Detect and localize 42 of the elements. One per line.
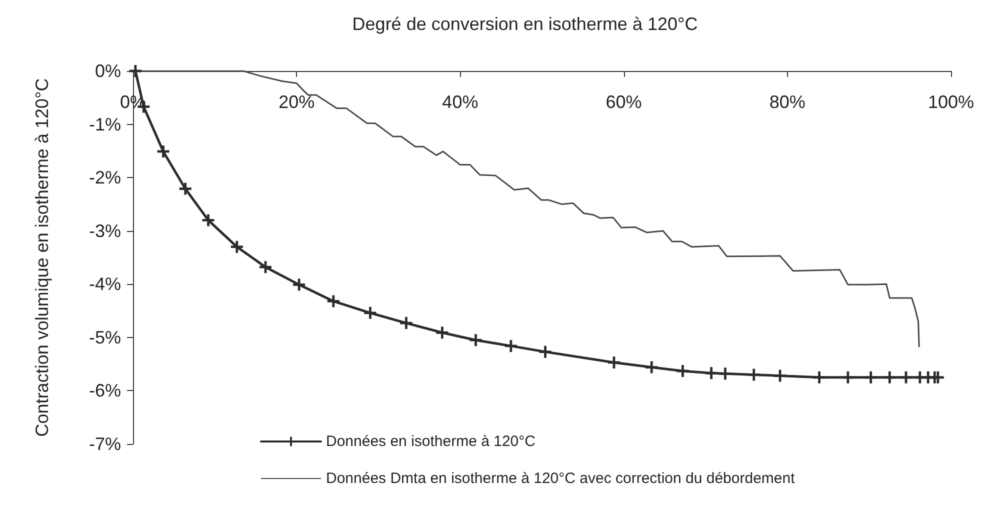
point (327, 295, 340, 308)
point (202, 214, 214, 226)
point (719, 368, 732, 380)
y-tick-label: -6% (88, 380, 121, 401)
point (470, 334, 482, 346)
point (705, 367, 718, 380)
y-tick-label: -7% (88, 434, 121, 454)
point (774, 370, 786, 382)
y-tick-label: -4% (88, 274, 121, 294)
y-tick-label: 0% (94, 61, 121, 81)
point (504, 340, 517, 352)
y-tick-label: -3% (88, 220, 121, 241)
point (293, 278, 306, 291)
point (646, 361, 658, 374)
point (400, 317, 412, 330)
legend-label: Données Dmta en isotherme à 120°C avec correction du débordement (326, 470, 796, 487)
y-tick-label: -2% (88, 168, 121, 188)
point (900, 371, 912, 384)
point (884, 371, 896, 384)
x-tick-label: 60% (606, 92, 642, 112)
x-tick-label: 20% (278, 92, 315, 112)
point (260, 261, 272, 274)
chart-title: Degré de conversion en isotherme à 120°C (352, 14, 698, 34)
point (179, 182, 192, 195)
x-tick-label: 80% (769, 92, 806, 112)
x-tick-label: 40% (442, 92, 478, 112)
y-tick-label: -5% (88, 327, 121, 348)
point (436, 326, 448, 339)
point (230, 240, 243, 253)
point (813, 371, 826, 384)
point (748, 368, 760, 381)
y-tick-label: -1% (88, 114, 121, 134)
legend-label: Données en isotherme à 120°C (326, 433, 536, 450)
point (676, 365, 689, 377)
y-axis-title: Contraction volumique en isotherme à 120°C (32, 78, 52, 437)
point (864, 371, 877, 384)
x-tick-label: 100% (928, 92, 974, 112)
point (364, 306, 376, 319)
point (157, 145, 170, 158)
point (932, 371, 944, 384)
point (539, 346, 552, 358)
point (842, 371, 854, 384)
